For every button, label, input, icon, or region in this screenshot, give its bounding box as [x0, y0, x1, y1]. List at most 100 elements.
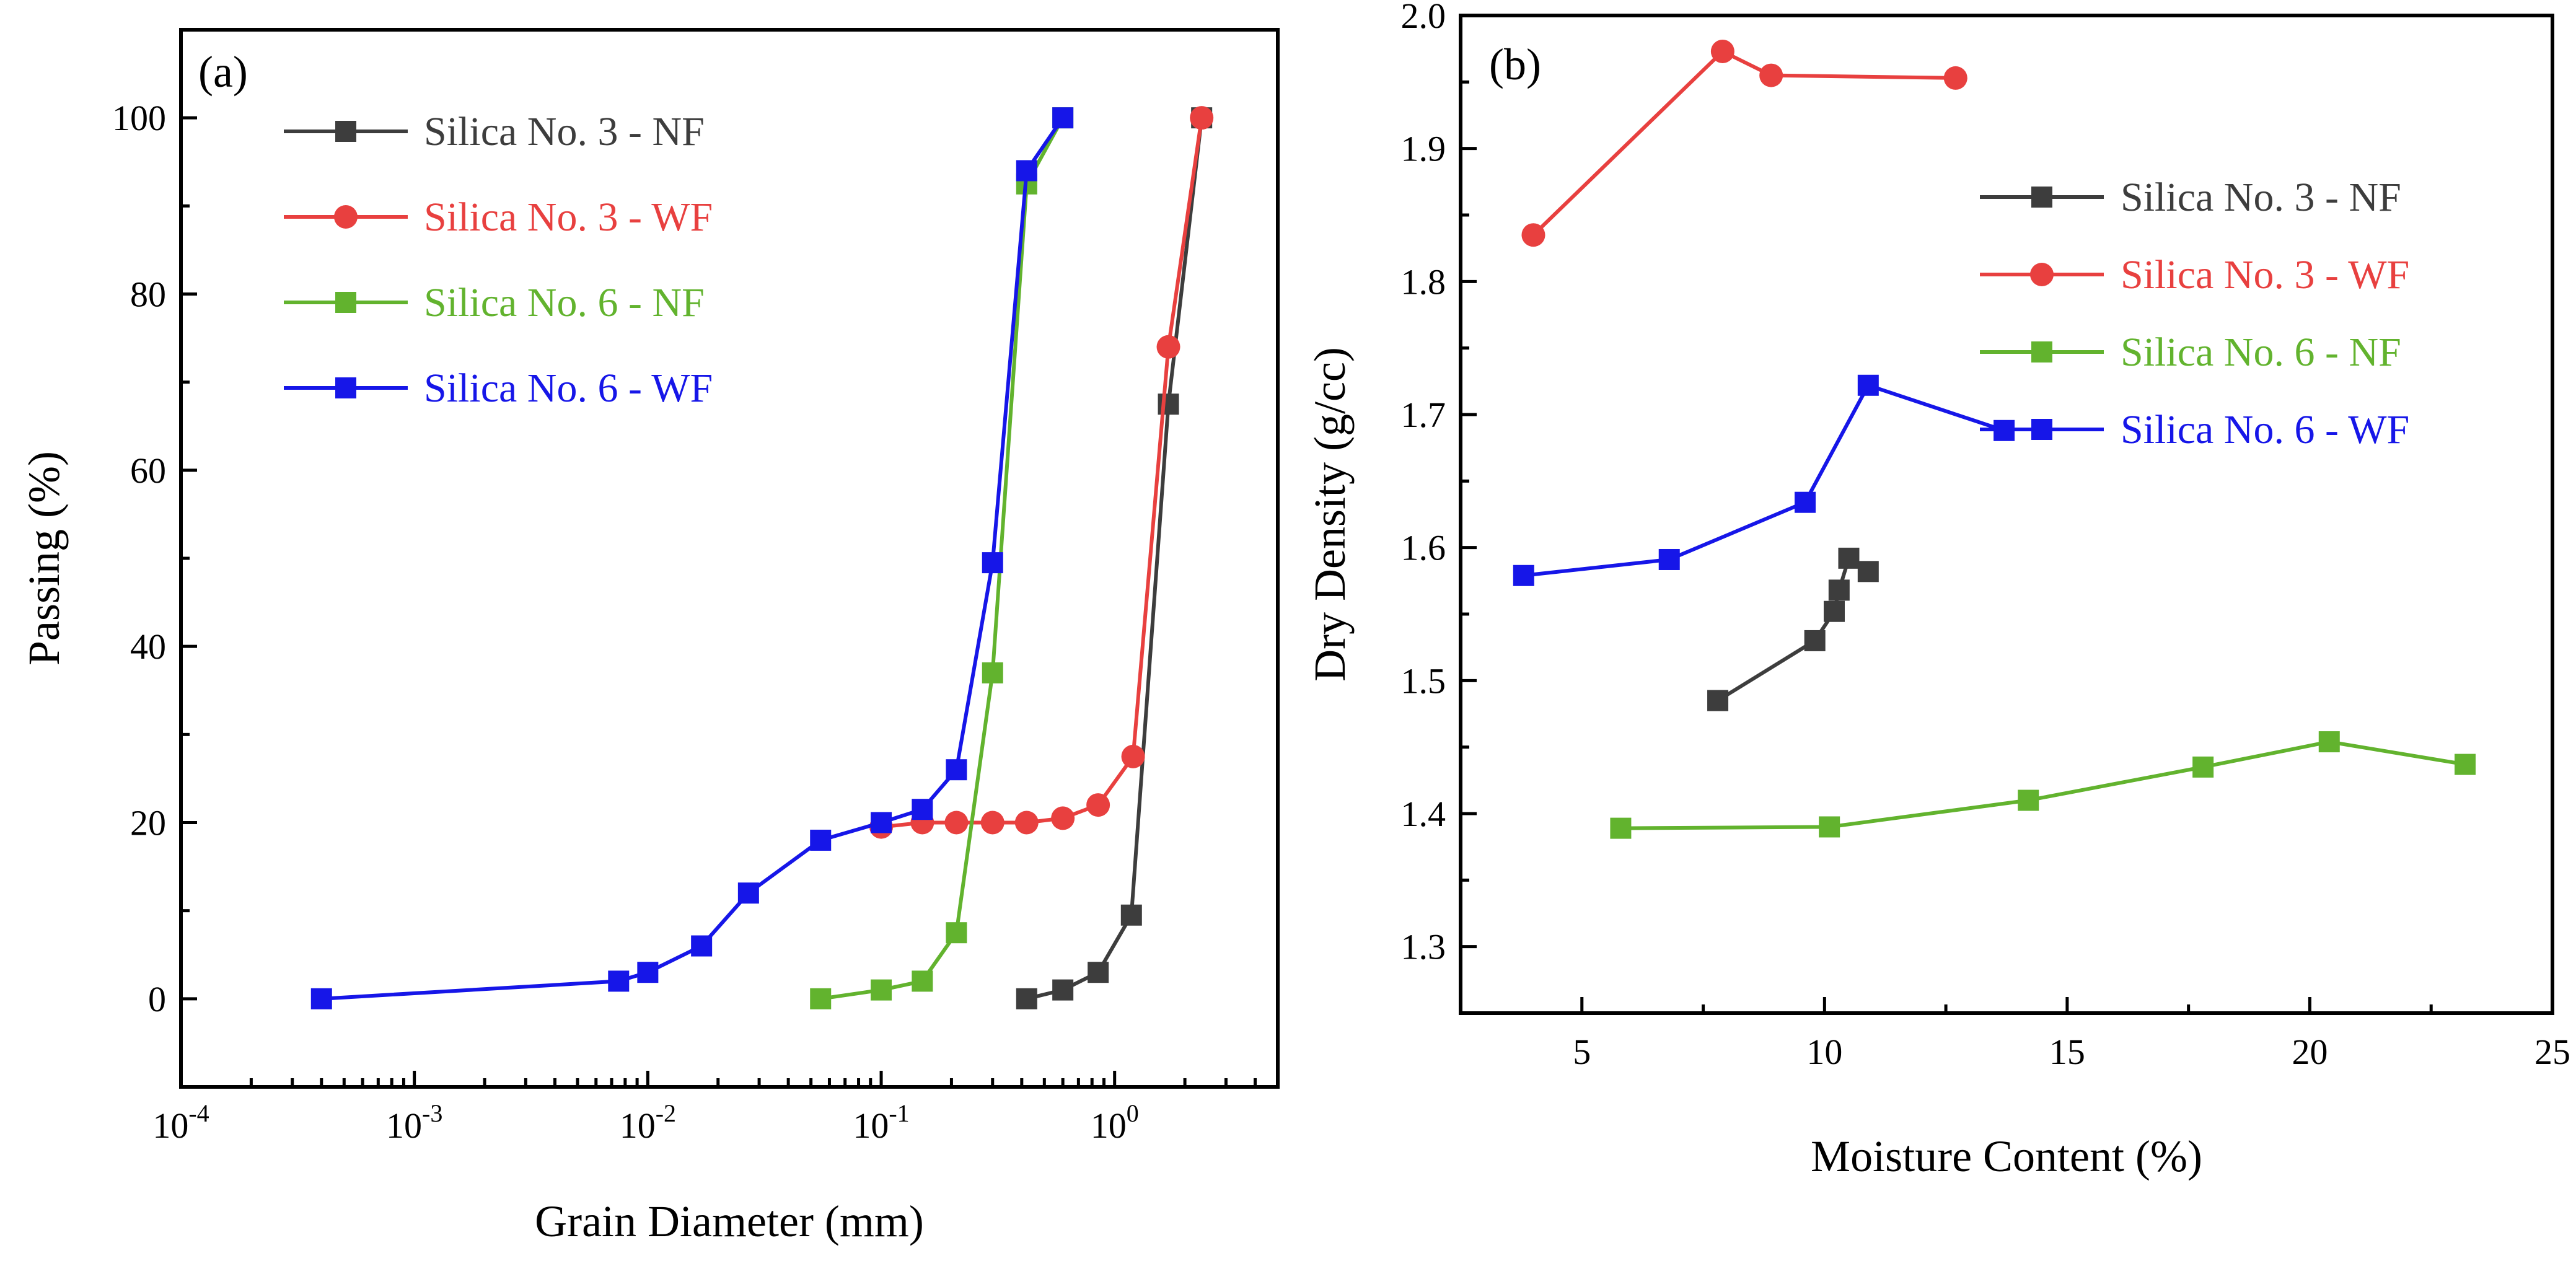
y-tick-label-b: 1.4	[1401, 794, 1446, 834]
data-point-b	[1819, 816, 1840, 838]
data-point-b	[1759, 63, 1783, 87]
panel-label-b: (b)	[1489, 40, 1541, 89]
y-tick-label-b: 1.6	[1401, 528, 1446, 568]
x-tick-label-base-a: 10	[152, 1105, 188, 1146]
y-tick-label-a: 20	[130, 803, 166, 843]
data-point-a	[1051, 806, 1075, 830]
series-line-a	[1026, 117, 1204, 1001]
x-tick-label-b: 20	[2292, 1032, 2328, 1072]
plot-area-frame-b	[1459, 14, 2554, 1015]
x-tick-label-exp-a: 0	[1127, 1099, 1139, 1127]
legend-marker-b	[2031, 341, 2052, 362]
y-axis-ticks-b: 1.3 1.4 1.5 1.6 1.7 1.8 1.9 2.0	[1401, 0, 1477, 1015]
data-point-b	[1804, 630, 1826, 651]
data-point-a	[980, 811, 1004, 835]
data-point-a	[871, 979, 892, 1001]
x-tick-label-base-a: 10	[386, 1105, 422, 1146]
data-point-b	[2192, 756, 2214, 778]
legend-label-b: Silica No. 3 - NF	[2121, 175, 2401, 220]
data-point-a	[810, 988, 832, 1009]
series-a-2	[810, 107, 1074, 1009]
x-tick-label-a: 100	[1091, 1099, 1139, 1146]
data-point-a	[982, 552, 1003, 574]
data-point-a	[1052, 979, 1074, 1001]
series-b-3	[1513, 374, 2015, 586]
data-point-b	[1610, 817, 1632, 839]
x-tick-label-a: 10-1	[853, 1099, 909, 1146]
x-tick-label-exp-a: -4	[188, 1099, 209, 1127]
series-group-a	[310, 106, 1214, 1009]
series-a-3	[310, 107, 1074, 1009]
data-point-a	[608, 970, 630, 992]
panel-label-a: (a)	[198, 47, 248, 97]
x-tick-label-a: 10-3	[386, 1099, 442, 1146]
series-line-b	[1620, 740, 2466, 830]
legend-marker-b	[2030, 263, 2054, 286]
data-point-a	[691, 935, 713, 957]
x-axis-title-a: Grain Diameter (mm)	[535, 1197, 924, 1246]
x-tick-label-a: 10-4	[152, 1099, 209, 1146]
x-axis-title-b: Moisture Content (%)	[1811, 1131, 2202, 1181]
data-point-a	[912, 970, 933, 992]
legend-marker-b	[2031, 419, 2052, 440]
series-line-a	[321, 116, 1065, 1001]
legend-label-b: Silica No. 6 - NF	[2121, 330, 2401, 375]
data-point-a	[946, 759, 967, 781]
data-point-a	[637, 962, 659, 983]
data-point-b	[1857, 561, 1879, 582]
data-point-a	[944, 811, 969, 835]
data-point-a	[810, 829, 832, 851]
data-point-a	[1086, 793, 1110, 817]
x-axis-ticks-a: 10-4 10-3 10-2 10-1 100	[152, 1071, 1257, 1146]
data-point-b	[2455, 754, 2476, 775]
legend-marker-a	[335, 377, 356, 398]
y-axis-ticks-a: 0 20 40 60 80 100	[112, 28, 197, 1089]
data-point-a	[912, 799, 933, 820]
data-point-a	[1088, 962, 1109, 983]
y-tick-label-b: 1.8	[1401, 261, 1446, 302]
y-tick-label-b: 1.3	[1401, 927, 1446, 967]
data-point-a	[1120, 904, 1142, 926]
y-tick-label-b: 1.9	[1401, 129, 1446, 169]
plot-area-frame-a	[179, 28, 1280, 1089]
data-point-b	[1857, 374, 1879, 396]
legend-a: Silica No. 3 - NF Silica No. 3 - WF Silica…	[284, 109, 713, 411]
data-point-b	[1828, 579, 1850, 601]
x-tick-label-exp-a: -3	[422, 1099, 442, 1127]
data-point-b	[1838, 547, 1860, 569]
y-tick-label-a: 60	[130, 450, 166, 491]
data-point-a	[1014, 811, 1039, 835]
y-tick-label-a: 80	[130, 275, 166, 315]
data-point-b	[2318, 731, 2340, 753]
x-tick-label-base-a: 10	[1091, 1105, 1127, 1146]
legend-marker-a	[335, 292, 356, 313]
y-tick-label-a: 40	[130, 626, 166, 667]
data-point-b	[1943, 66, 1967, 90]
legend-marker-b	[2031, 187, 2052, 208]
data-point-a	[1121, 744, 1145, 768]
legend-label-a: Silica No. 3 - NF	[424, 109, 705, 154]
y-tick-label-b: 2.0	[1401, 0, 1446, 36]
data-point-a	[310, 988, 332, 1009]
series-line-b	[1717, 555, 1870, 703]
legend-label-b: Silica No. 3 - WF	[2121, 252, 2409, 297]
data-point-a	[1156, 335, 1180, 359]
y-axis-title-b: Dry Density (g/cc)	[1305, 347, 1355, 682]
series-line-b	[1532, 49, 1956, 237]
legend-marker-a	[335, 121, 356, 142]
x-tick-label-b: 15	[2049, 1032, 2085, 1072]
series-b-0	[1707, 547, 1879, 711]
legend-marker-a	[334, 205, 358, 229]
data-point-a	[1190, 106, 1214, 130]
legend-b: Silica No. 3 - NF Silica No. 3 - WF Silica…	[1980, 175, 2409, 452]
series-b-2	[1610, 731, 2476, 839]
legend-label-a: Silica No. 6 - WF	[424, 366, 713, 411]
data-point-b	[2018, 789, 2039, 811]
chart-panel-b: (b) 5 10 15 20 25 1.3 1.4 1.5 1.6 1.7 1.8 1.9 2.0 M…	[1305, 0, 2570, 1181]
y-tick-label-a: 0	[148, 979, 166, 1019]
data-point-b	[1521, 223, 1545, 247]
data-point-a	[982, 662, 1003, 683]
x-tick-label-b: 25	[2534, 1032, 2570, 1072]
data-point-b	[1823, 600, 1845, 622]
